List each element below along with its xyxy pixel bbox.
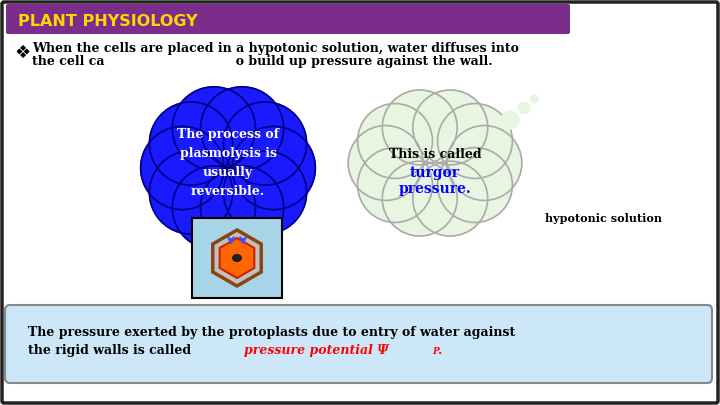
Circle shape	[358, 104, 433, 179]
Circle shape	[172, 87, 256, 170]
Circle shape	[400, 128, 469, 198]
Circle shape	[189, 130, 266, 207]
Circle shape	[358, 147, 433, 222]
Text: P: P	[432, 347, 438, 356]
Text: the rigid walls is called: the rigid walls is called	[28, 344, 196, 357]
Text: .: .	[438, 344, 442, 357]
Circle shape	[413, 161, 487, 236]
Circle shape	[149, 102, 233, 185]
Text: When the cells are placed in a hypotonic solution, water diffuses into: When the cells are placed in a hypotonic…	[32, 42, 519, 55]
Circle shape	[413, 90, 487, 165]
Circle shape	[223, 151, 307, 234]
Circle shape	[223, 102, 307, 185]
Circle shape	[172, 166, 256, 249]
Text: hypotonic solution: hypotonic solution	[545, 213, 662, 224]
Circle shape	[149, 151, 233, 234]
FancyBboxPatch shape	[6, 4, 570, 34]
Circle shape	[232, 126, 315, 210]
Circle shape	[382, 90, 457, 165]
FancyBboxPatch shape	[192, 218, 282, 298]
Polygon shape	[212, 230, 261, 286]
Circle shape	[201, 166, 284, 249]
Text: The process of
plasmolysis is
usually
reversible.: The process of plasmolysis is usually re…	[177, 128, 279, 198]
Circle shape	[438, 104, 513, 179]
Circle shape	[530, 95, 538, 103]
Circle shape	[140, 126, 224, 210]
Circle shape	[501, 111, 519, 129]
Polygon shape	[220, 238, 254, 278]
Ellipse shape	[233, 254, 241, 262]
Text: PLANT PHYSIOLOGY: PLANT PHYSIOLOGY	[18, 15, 197, 30]
Circle shape	[348, 126, 423, 200]
Text: ❖: ❖	[15, 44, 31, 62]
Text: the cell ca                              o build up pressure against the wall.: the cell ca o build up pressure against …	[32, 55, 492, 68]
Circle shape	[382, 161, 457, 236]
Text: The pressure exerted by the protoplasts due to entry of water against: The pressure exerted by the protoplasts …	[28, 326, 516, 339]
Text: turgor: turgor	[410, 166, 460, 180]
Circle shape	[201, 87, 284, 170]
Text: pressure potential Ψ: pressure potential Ψ	[244, 344, 389, 357]
Circle shape	[447, 126, 522, 200]
Text: This is called: This is called	[389, 149, 481, 162]
Circle shape	[438, 147, 513, 222]
Circle shape	[518, 102, 530, 114]
FancyBboxPatch shape	[5, 305, 712, 383]
Text: pressure.: pressure.	[399, 182, 472, 196]
